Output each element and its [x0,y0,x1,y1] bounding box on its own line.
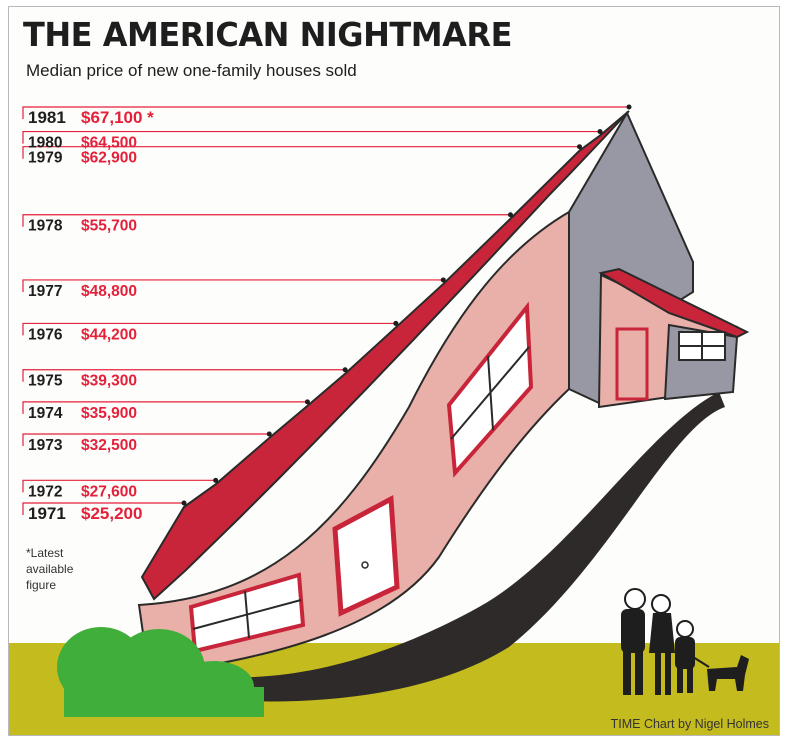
leader-line [22,401,308,414]
leader-line [22,369,346,382]
price-label: $25,200 [81,504,142,523]
price-point [181,500,187,506]
price-label: $35,900 [81,405,137,422]
chart-frame: 1971 $25,200 1972 $27,600 1973 $32,500 1974 $35… [8,6,780,736]
leader-line [22,146,580,159]
price-point [266,431,272,437]
price-point [304,399,310,405]
year-label: 1975 [28,373,63,390]
year-label: 1972 [28,483,62,500]
year-label: 1978 [28,218,63,235]
price-label: $32,500 [81,437,137,454]
price-label: $39,300 [81,373,137,390]
year-label: 1973 [28,437,63,454]
price-label: $67,100 * [81,108,154,127]
price-point [597,129,603,135]
leader-line [22,433,270,447]
year-label: 1980 [28,135,62,152]
roof-price-line [140,110,630,601]
year-label: 1981 [28,108,66,127]
house-shadow [159,392,725,702]
price-label: $44,200 [81,326,137,343]
main-window-right [446,301,534,478]
leader-line [22,214,511,227]
price-point [507,212,513,218]
extension-roof [598,267,750,339]
chart-canvas: 1971 $25,200 1972 $27,600 1973 $32,500 1974 $35… [9,104,779,735]
year-label: 1977 [28,283,62,300]
leader-line [22,479,216,493]
price-point [626,104,632,110]
leader-line [22,502,184,515]
chart-title: THE AMERICAN NIGHTMARE [23,15,512,54]
price-point [393,320,399,326]
price-label: $64,500 [81,135,137,152]
leader-line [22,130,600,144]
price-label: $27,600 [81,483,137,500]
extension-window [678,331,726,361]
main-window-left [188,572,306,654]
price-label: $55,700 [81,218,137,235]
leader-line [22,322,396,336]
price-point [342,367,348,373]
year-label: 1974 [28,405,63,422]
year-label: 1976 [28,326,63,343]
footnote: *Latest available figure [26,546,74,592]
price-point [577,144,583,150]
year-label: 1979 [28,150,63,167]
price-label: $62,900 [81,150,137,167]
year-label: 1971 [28,504,66,523]
price-label: $48,800 [81,283,137,300]
bush [57,627,264,717]
main-door [332,494,400,617]
price-point [440,277,446,283]
family-silhouette [621,588,749,695]
source-credit: TIME Chart by Nigel Holmes [610,717,769,731]
chart-subtitle: Median price of new one-family houses so… [26,61,357,80]
extension-door [615,327,649,401]
leader-line [22,279,444,292]
price-leaders: 1971 $25,200 1972 $27,600 1973 $32,500 1974 $35… [22,104,632,523]
price-point [213,477,219,483]
leader-line [22,106,629,119]
